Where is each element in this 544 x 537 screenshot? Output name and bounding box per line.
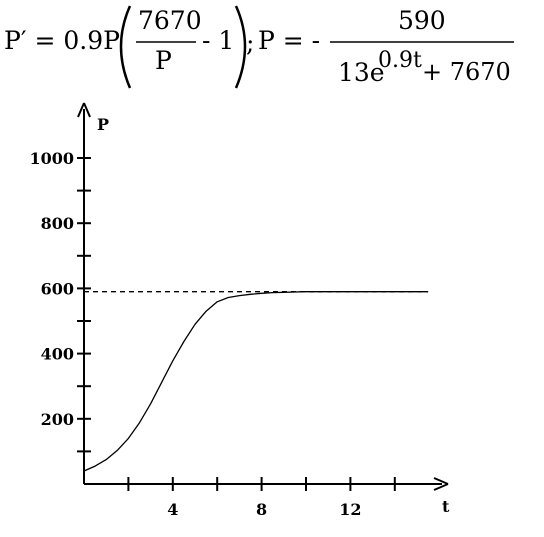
y-tick-label: 800 — [41, 214, 74, 233]
equation-brackets — [119, 5, 514, 89]
y-axis-arrow — [77, 102, 91, 118]
x-tick-label: 4 — [167, 500, 178, 519]
y-tick-label: 400 — [41, 345, 74, 364]
x-axis-label: t — [442, 497, 450, 516]
y-tick-label: 200 — [41, 410, 74, 429]
y-tick-label: 1000 — [29, 149, 74, 168]
population-curve — [83, 291, 429, 472]
solution-exponent: 0.9t — [378, 48, 422, 73]
equation-separator: ; — [246, 28, 255, 57]
equation-lhs: P′ = 0.9P — [4, 26, 120, 55]
inner-numerator: 7670 — [138, 6, 202, 35]
solution-denominator-suffix: + 7670 — [422, 58, 511, 86]
equation: P′ = 0.9P 7670 P - 1 ; P = - 590 13e 0.9… — [0, 0, 544, 100]
solution-lhs: P = - — [258, 26, 321, 55]
solution-denominator-prefix: 13e — [338, 58, 385, 87]
right-paren — [234, 5, 247, 89]
series-layer — [83, 291, 429, 472]
axes — [77, 102, 449, 491]
x-axis-arrow — [433, 477, 449, 491]
x-tick-label: 8 — [256, 500, 267, 519]
left-paren — [119, 5, 132, 89]
y-tick-label: 600 — [41, 279, 74, 298]
y-axis-label: P — [97, 115, 109, 134]
tick-labels: 4 8 12 200 400 600 800 1000 — [29, 149, 361, 519]
solution-numerator: 590 — [398, 6, 446, 35]
x-tick-label: 12 — [339, 500, 361, 519]
inner-denominator: P — [155, 46, 172, 75]
ticks — [77, 157, 396, 491]
inner-minus-one: - 1 — [202, 26, 235, 55]
